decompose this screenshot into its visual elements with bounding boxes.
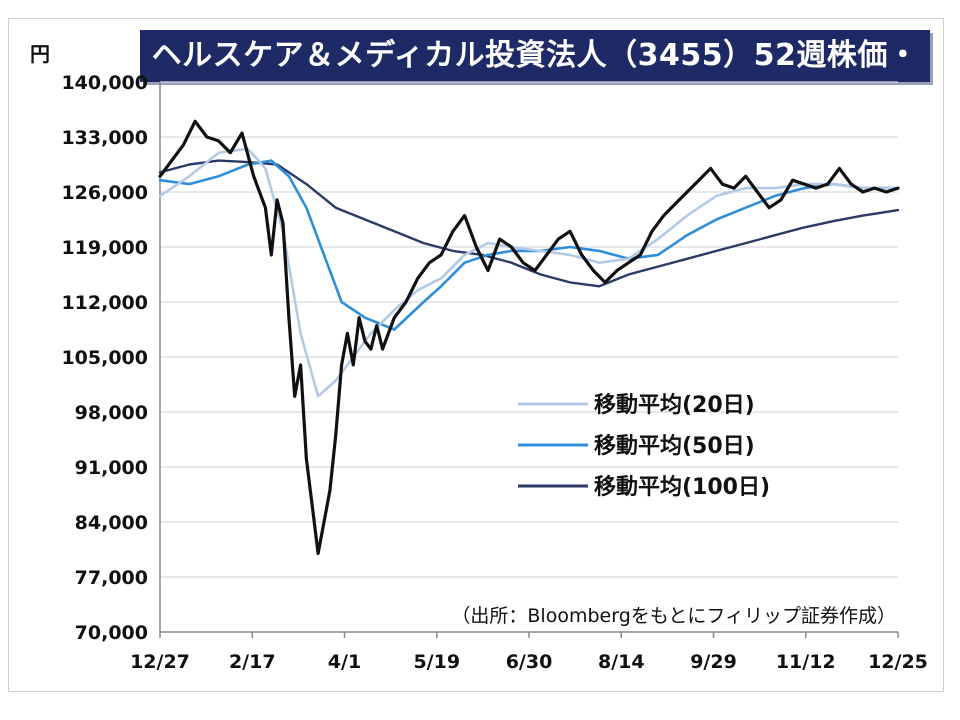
source-note: （出所：Bloombergをもとにフィリップ証券作成） (451, 605, 896, 627)
legend: 移動平均(20日) 移動平均(50日) 移動平均(100日) (518, 392, 770, 500)
x-tick-label: 5/19 (413, 651, 460, 673)
legend-label-ma100: 移動平均(100日) (594, 474, 770, 500)
chart-frame (8, 18, 944, 692)
grid (160, 81, 898, 633)
y-tick-label: 91,000 (75, 457, 148, 479)
y-tick-label: 98,000 (75, 402, 148, 424)
y-tick-label: 119,000 (61, 237, 148, 259)
y-tick-label: 77,000 (75, 567, 148, 589)
series-line-ma50 (158, 159, 900, 331)
y-tick-label: 70,000 (75, 622, 148, 644)
x-tick-label: 12/25 (868, 651, 928, 673)
x-tick-label: 11/12 (776, 651, 836, 673)
series-group (158, 119, 900, 556)
y-tick-labels: 70,000 77,000 84,000 91,000 98,000 105,000 112… (61, 72, 148, 644)
y-tick-label: 112,000 (61, 292, 148, 314)
series-line-price (158, 119, 900, 556)
x-tick-label: 9/29 (690, 651, 737, 673)
series-line-ma20 (158, 147, 900, 398)
series-line-ma100 (158, 159, 900, 288)
y-tick-label: 84,000 (75, 512, 148, 534)
x-tick-label: 6/30 (506, 651, 553, 673)
y-tick-label: 140,000 (61, 72, 148, 94)
legend-label-ma50: 移動平均(50日) (594, 433, 755, 459)
x-tick-labels: 12/27 2/17 4/1 5/19 6/30 8/14 9/29 11/12 12/25 (130, 651, 928, 673)
x-tick-label: 2/17 (229, 651, 276, 673)
x-tick-label: 4/1 (328, 651, 361, 673)
y-tick-label: 133,000 (61, 127, 148, 149)
x-tick-label: 8/14 (598, 651, 645, 673)
chart-title: ヘルスケア＆メディカル投資法人（3455）52週株価・日足 (140, 30, 930, 125)
legend-label-ma20: 移動平均(20日) (594, 392, 755, 418)
y-tick-label: 105,000 (61, 347, 148, 369)
x-tick-label: 12/27 (130, 651, 190, 673)
axes (159, 82, 899, 638)
y-tick-label: 126,000 (61, 182, 148, 204)
y-axis-unit: 円 (30, 42, 50, 66)
